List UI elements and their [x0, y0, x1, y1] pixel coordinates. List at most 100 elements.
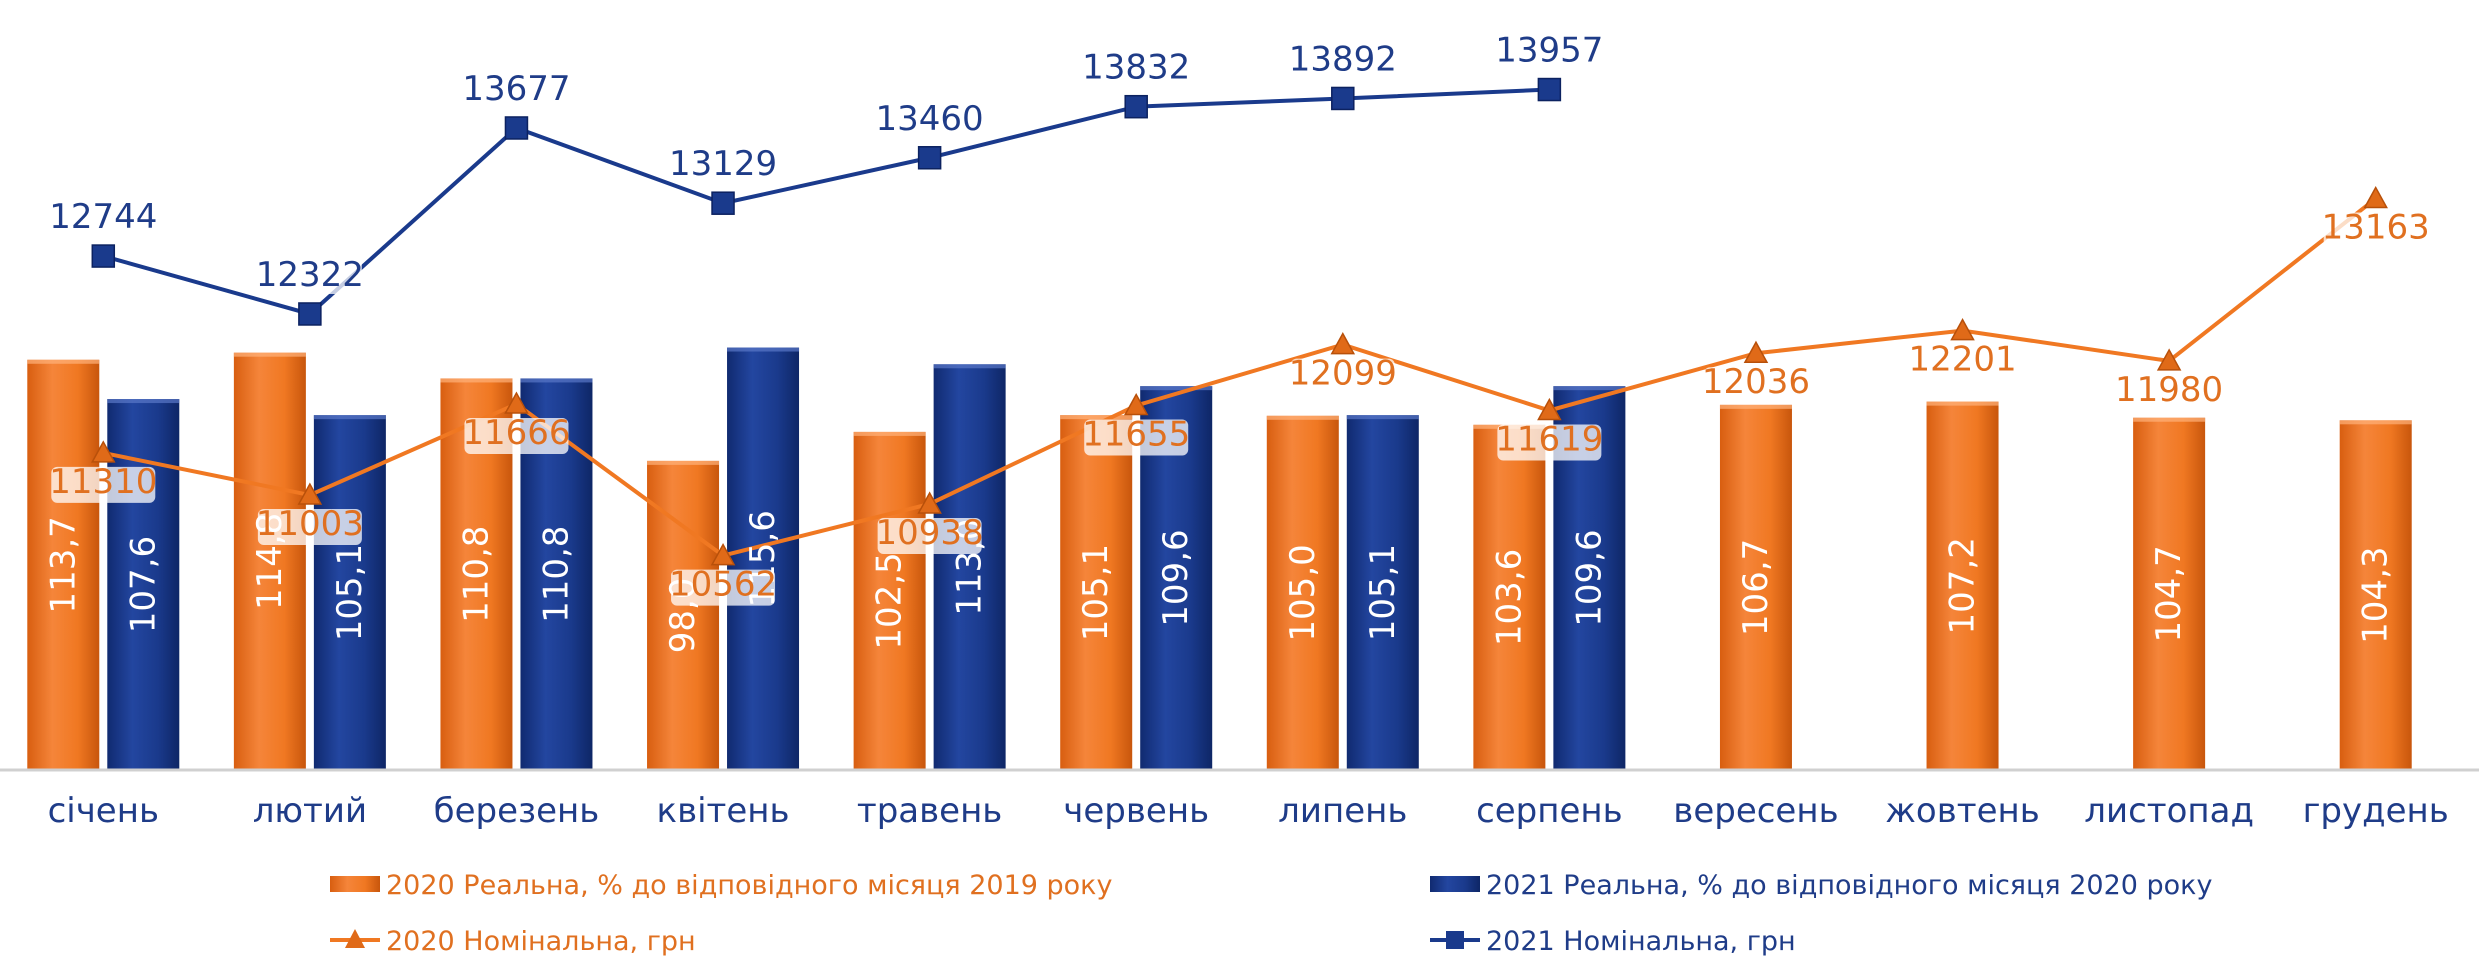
bar-2021-value-label: 109,6	[1156, 529, 1196, 626]
category-labels: січень лютий березень квітень травень червень…	[48, 791, 2449, 831]
label-2020-nominal-bg	[1703, 367, 1808, 404]
legend-triangle-icon	[345, 929, 365, 948]
bar-2021-4	[933, 364, 1006, 770]
label-2020-nominal-bg	[2117, 374, 2222, 411]
bar-2021-highlight	[313, 415, 386, 420]
bar-2020-highlight	[233, 352, 306, 357]
bar-2020-highlight	[853, 431, 926, 436]
label-2020-nominal: 12036	[1702, 362, 1810, 402]
lines-layer	[91, 77, 2388, 566]
category-label: червень	[1063, 791, 1209, 831]
label-2020-nominal-bg	[51, 466, 156, 503]
bar-2020-value-label: 106,7	[1736, 539, 1776, 636]
label-2020-nominal: 10938	[876, 513, 984, 553]
label-2021-nominal-bg	[1290, 42, 1395, 79]
marker-2020-triangle	[1123, 392, 1149, 416]
label-2020-nominal: 12201	[1908, 340, 2016, 380]
label-2020-nominal-bg	[2323, 212, 2428, 249]
bar-2021-value-label: 105,1	[1363, 544, 1403, 641]
bar-2021-highlight	[1346, 415, 1419, 420]
marker-2020-triangle	[710, 543, 736, 566]
marker-2021-square	[91, 244, 116, 268]
marker-2020-triangle	[1330, 332, 1356, 355]
label-2020-nominal-bg	[1497, 424, 1602, 461]
bar-2021-highlight	[933, 364, 1006, 369]
bar-2020-value-label: 103,6	[1489, 549, 1529, 646]
label-2020-nominal-bg	[257, 509, 362, 546]
label-2021-nominal: 12744	[49, 197, 157, 237]
label-2020-nominal: 11980	[2115, 370, 2223, 410]
category-label: січень	[48, 791, 159, 831]
legend-square-icon	[1446, 931, 1464, 949]
marker-2021-square	[504, 116, 529, 140]
label-2021-nominal-bg	[877, 101, 982, 138]
marker-2020-triangle	[1537, 397, 1562, 421]
bar-2021-highlight	[107, 399, 180, 404]
label-2020-nominal: 10562	[669, 565, 777, 605]
bar-2020-highlight	[2133, 417, 2206, 422]
bar-2020-value-label: 110,8	[456, 526, 496, 623]
category-label: березень	[434, 791, 600, 831]
bar-2021-value-label: 107,6	[123, 536, 163, 633]
legend-label: 2021 Номінальна, грн	[1486, 926, 1796, 957]
marker-2020-triangle	[297, 482, 323, 505]
bars-layer	[27, 347, 2412, 770]
label-2020-nominal: 11666	[462, 413, 570, 453]
label-2021-nominal: 12322	[256, 255, 364, 295]
bar-2020-highlight	[1719, 404, 1792, 409]
bar-2020-value-label: 104,7	[2149, 545, 2189, 642]
bar-2021-highlight	[1140, 386, 1213, 391]
label-2020-nominal: 12099	[1289, 354, 1397, 394]
label-2020-nominal: 11003	[256, 504, 364, 544]
label-2020-nominal-bg	[464, 418, 569, 455]
bar-2020-10	[2133, 417, 2206, 770]
marker-2020-triangle	[91, 440, 116, 463]
bar-2020-value-label: 105,0	[1283, 544, 1323, 641]
bar-2020-value-label: 107,2	[1943, 537, 1983, 634]
bar-2020-highlight	[2339, 420, 2412, 425]
legend-swatch-2021-bar	[1430, 876, 1480, 892]
label-2020-nominal-bg	[671, 569, 776, 606]
bar-2020-highlight	[647, 460, 720, 465]
label-2021-nominal: 13460	[876, 99, 984, 139]
label-2020-nominal: 11310	[49, 462, 157, 502]
label-2021-nominal-bg	[257, 257, 362, 294]
label-2021-nominal-bg	[671, 147, 776, 184]
label-2020-nominal-bg	[1084, 419, 1189, 456]
label-2021-nominal: 13832	[1082, 48, 1190, 88]
category-label: травень	[857, 791, 1002, 831]
category-label: квітень	[657, 791, 790, 831]
label-2021-nominal-bg	[1084, 50, 1189, 87]
bar-2021-value-label: 109,6	[1569, 529, 1609, 626]
label-2020-nominal-bg	[1910, 344, 2015, 381]
bar-2020-11	[2339, 420, 2412, 770]
category-label: вересень	[1673, 791, 1838, 831]
bar-2020-highlight	[1060, 415, 1133, 420]
label-2021-nominal: 13957	[1495, 31, 1603, 71]
bar-2020-0	[27, 359, 100, 770]
bar-2021-1	[313, 415, 386, 770]
bar-2020-value-label: 102,5	[870, 552, 910, 649]
label-2021-nominal: 13129	[669, 144, 777, 184]
bar-2020-1	[233, 352, 306, 770]
legend-label: 2020 Реальна, % до відповідного місяця 2…	[386, 870, 1112, 901]
marker-2021-square	[711, 191, 735, 215]
bar-2021-highlight	[520, 378, 593, 383]
label-2021-nominal-bg	[464, 71, 569, 108]
category-label: липень	[1278, 791, 1407, 831]
bar-2020-value-label: 113,7	[43, 516, 83, 613]
category-label: жовтень	[1885, 791, 2039, 831]
marker-2021-square	[298, 302, 322, 326]
label-2021-nominal: 13892	[1289, 39, 1397, 79]
bar-2020-value-label: 105,1	[1076, 544, 1116, 641]
legend-swatch-2020-bar	[330, 876, 380, 892]
bar-2021-highlight	[727, 347, 800, 352]
marker-2021-square	[1124, 94, 1148, 119]
marker-2020-triangle	[2156, 348, 2182, 371]
bar-2020-highlight	[27, 359, 100, 364]
bar-2020-4	[853, 431, 926, 770]
label-2020-nominal: 11655	[1082, 415, 1190, 455]
bar-2020-highlight	[440, 378, 513, 383]
marker-2020-triangle	[1743, 340, 1769, 363]
